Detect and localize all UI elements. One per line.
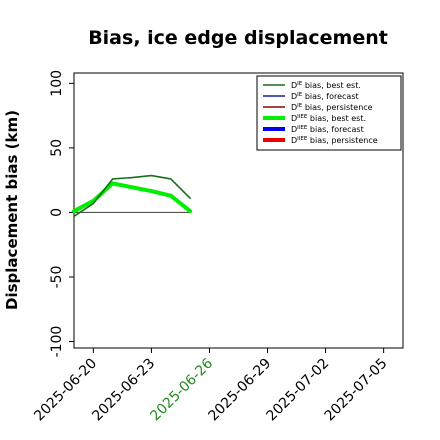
legend-label-dIE_best: DIE bias, best est. xyxy=(291,81,361,90)
legend-label-dIE_persistence: DIE bias, persistence xyxy=(291,103,373,112)
legend-box xyxy=(256,75,402,151)
y-tick-label: 0 xyxy=(49,208,65,217)
series-line-dIE_best xyxy=(73,174,191,218)
x-tick-label: 2025-07-05 xyxy=(322,356,391,425)
series-line-dIIEE_best xyxy=(72,181,193,214)
y-tick-label: 100 xyxy=(49,70,65,97)
y-tick-label: -100 xyxy=(49,326,65,358)
y-axis-label: Displacement bias (km) xyxy=(3,110,21,310)
legend-label-dIE_forecast: DIE bias, forecast xyxy=(291,92,359,101)
legend-label-dIIEE_best: DIIEE bias, best est. xyxy=(291,114,366,123)
y-tick-label: 50 xyxy=(49,139,65,157)
chart-title: Bias, ice edge displacement xyxy=(88,27,388,49)
legend-label-dIIEE_forecast: DIIEE bias, forecast xyxy=(291,125,364,134)
y-tick-label: -50 xyxy=(49,266,65,289)
legend-label-dIIEE_persistence: DIIEE bias, persistence xyxy=(291,136,378,145)
legend: DIE bias, best est. DIE bias, forecast DIE… xyxy=(256,75,402,151)
